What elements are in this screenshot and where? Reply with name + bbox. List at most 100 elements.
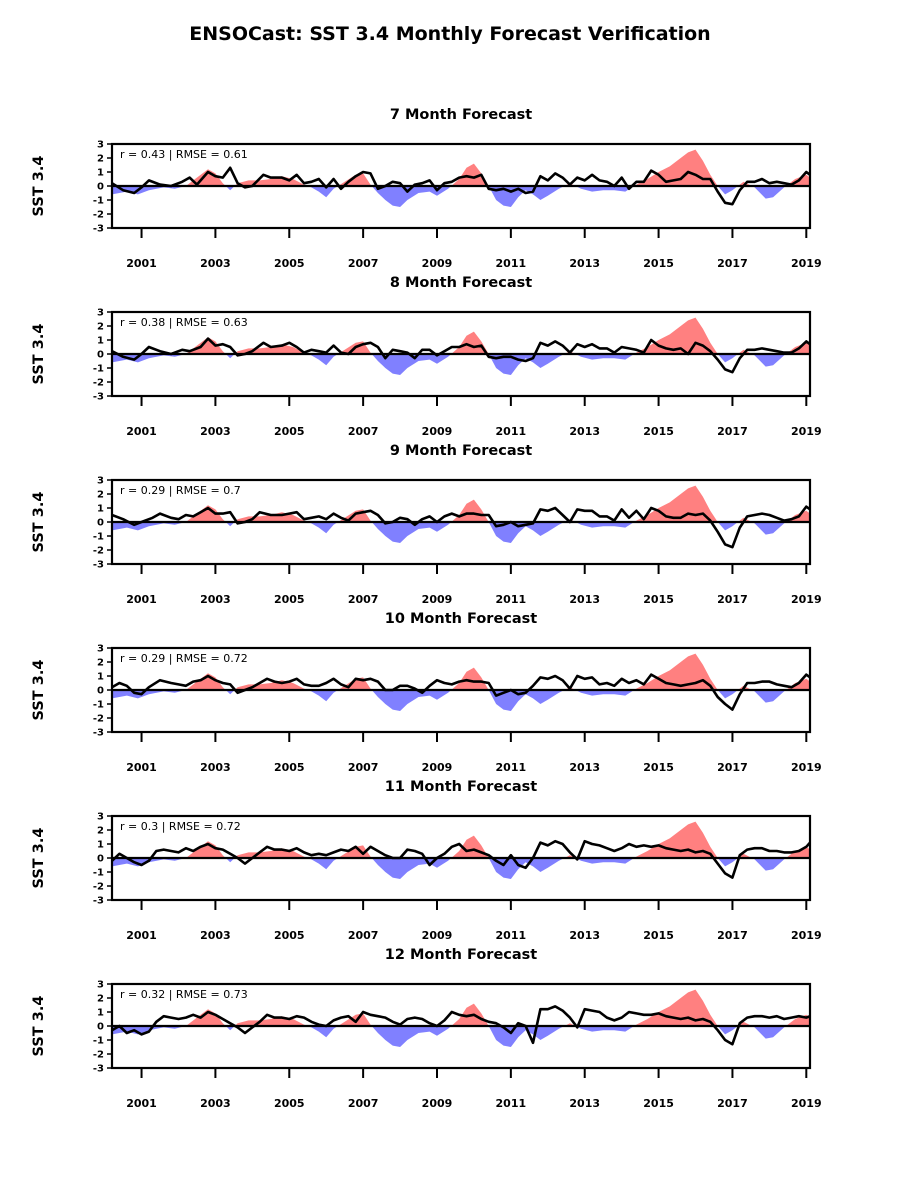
x-tick-label: 2015	[643, 761, 674, 774]
x-tick-label: 2015	[643, 257, 674, 270]
x-tick-label: 2013	[569, 425, 600, 438]
y-tick-label: -3	[93, 896, 104, 907]
x-tick-label: 2005	[274, 929, 305, 942]
x-tick-label: 2019	[791, 593, 822, 606]
y-tick-label: 3	[97, 308, 104, 319]
x-tick-label: 2015	[643, 1097, 674, 1110]
forecast-line	[112, 337, 810, 374]
stats-annotation: r = 0.38 | RMSE = 0.63	[120, 316, 248, 329]
x-tick-label: 2009	[422, 929, 453, 942]
x-tick-label: 2019	[791, 257, 822, 270]
x-tick-label: 2011	[496, 1097, 527, 1110]
y-tick-label: 0	[97, 518, 104, 529]
panel-title: 10 Month Forecast	[385, 611, 538, 627]
x-tick-label: 2007	[348, 257, 379, 270]
y-tick-label: -3	[93, 1064, 104, 1075]
x-tick-label: 2011	[496, 257, 527, 270]
y-tick-label: 2	[97, 154, 104, 165]
x-tick-label: 2015	[643, 929, 674, 942]
y-tick-label: -1	[93, 532, 104, 543]
stats-annotation: r = 0.43 | RMSE = 0.61	[120, 148, 248, 161]
x-tick-label: 2013	[569, 1097, 600, 1110]
x-tick-label: 2011	[496, 929, 527, 942]
x-tick-label: 2011	[496, 761, 527, 774]
stats-annotation: r = 0.3 | RMSE = 0.72	[120, 820, 241, 833]
y-tick-label: 1	[97, 504, 104, 515]
figure-title: ENSOCast: SST 3.4 Monthly Forecast Verif…	[189, 23, 710, 45]
plot-area	[112, 653, 810, 711]
x-tick-label: 2011	[496, 425, 527, 438]
observed-positive-area	[112, 653, 810, 690]
panel-title: 8 Month Forecast	[390, 275, 532, 291]
y-tick-label: 3	[97, 980, 104, 991]
y-tick-label: -3	[93, 560, 104, 571]
x-tick-label: 2005	[274, 761, 305, 774]
x-tick-label: 2019	[791, 929, 822, 942]
x-tick-label: 2013	[569, 593, 600, 606]
panel-title: 11 Month Forecast	[385, 779, 538, 795]
forecast-panel: 10 Month Forecast SST 3.4 3 2 1 0 -1 -2 -3 2001 20…	[31, 611, 822, 774]
y-tick-label: -3	[93, 392, 104, 403]
y-tick-label: -1	[93, 868, 104, 879]
y-tick-label: 2	[97, 658, 104, 669]
x-tick-label: 2011	[496, 593, 527, 606]
x-tick-label: 2007	[348, 1097, 379, 1110]
y-tick-label: -3	[93, 728, 104, 739]
y-tick-label: 0	[97, 854, 104, 865]
x-tick-label: 2009	[422, 593, 453, 606]
x-tick-label: 2001	[126, 593, 157, 606]
x-tick-label: 2009	[422, 1097, 453, 1110]
forecast-panel: 9 Month Forecast SST 3.4 3 2 1 0 -1 -2 -3 2001 200…	[31, 443, 822, 606]
y-tick-label: 1	[97, 168, 104, 179]
y-tick-label: -2	[93, 1050, 104, 1061]
y-tick-label: -3	[93, 224, 104, 235]
x-tick-label: 2015	[643, 425, 674, 438]
y-tick-label: 3	[97, 476, 104, 487]
x-tick-label: 2009	[422, 257, 453, 270]
x-tick-label: 2019	[791, 1097, 822, 1110]
y-tick-label: -2	[93, 882, 104, 893]
x-tick-label: 2017	[717, 761, 748, 774]
x-tick-label: 2001	[126, 761, 157, 774]
x-tick-label: 2005	[274, 425, 305, 438]
y-tick-label: 2	[97, 826, 104, 837]
x-tick-label: 2009	[422, 761, 453, 774]
y-tick-label: 1	[97, 672, 104, 683]
observed-positive-area	[112, 149, 810, 186]
y-axis-label: SST 3.4	[31, 156, 47, 217]
x-tick-label: 2007	[348, 761, 379, 774]
x-tick-label: 2019	[791, 425, 822, 438]
x-tick-label: 2017	[717, 929, 748, 942]
plot-area	[112, 989, 810, 1047]
y-tick-label: 1	[97, 336, 104, 347]
stats-annotation: r = 0.29 | RMSE = 0.7	[120, 484, 241, 497]
y-tick-label: 1	[97, 840, 104, 851]
y-axis-label: SST 3.4	[31, 828, 47, 889]
y-tick-label: -2	[93, 378, 104, 389]
x-tick-label: 2001	[126, 1097, 157, 1110]
x-tick-label: 2013	[569, 257, 600, 270]
forecast-panel: 11 Month Forecast SST 3.4 3 2 1 0 -1 -2 -3 2001 20…	[31, 779, 822, 942]
y-axis-label: SST 3.4	[31, 660, 47, 721]
forecast-line	[112, 673, 810, 711]
panel-title: 9 Month Forecast	[390, 443, 532, 459]
x-tick-label: 2013	[569, 929, 600, 942]
x-tick-label: 2009	[422, 425, 453, 438]
observed-positive-area	[112, 821, 810, 858]
x-tick-label: 2003	[200, 593, 231, 606]
x-tick-label: 2003	[200, 1097, 231, 1110]
y-tick-label: 2	[97, 322, 104, 333]
plot-area	[112, 821, 810, 879]
x-tick-label: 2003	[200, 929, 231, 942]
forecast-line	[112, 505, 810, 549]
x-tick-label: 2013	[569, 761, 600, 774]
y-tick-label: 0	[97, 182, 104, 193]
forecast-panel: 12 Month Forecast SST 3.4 3 2 1 0 -1 -2 -3 2001 20…	[31, 947, 822, 1110]
stats-annotation: r = 0.32 | RMSE = 0.73	[120, 988, 248, 1001]
plot-area	[112, 149, 810, 207]
y-tick-label: -1	[93, 364, 104, 375]
panel-title: 12 Month Forecast	[385, 947, 538, 963]
x-tick-label: 2005	[274, 1097, 305, 1110]
panel-title: 7 Month Forecast	[390, 107, 532, 123]
